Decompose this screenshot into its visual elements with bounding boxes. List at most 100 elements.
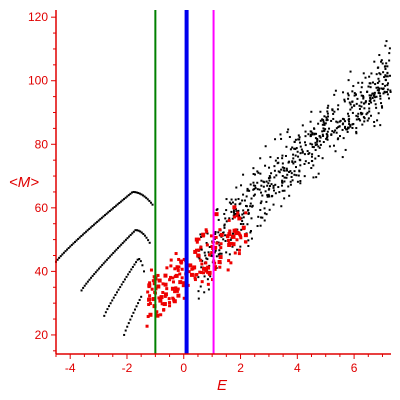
- data-point-red: [147, 303, 151, 307]
- data-point-black: [326, 112, 329, 115]
- data-point-black: [326, 133, 329, 136]
- data-point-black: [368, 82, 371, 85]
- data-point-red: [176, 268, 180, 272]
- data-point-red: [148, 312, 153, 317]
- curve-point: [140, 193, 143, 196]
- curve-point: [124, 238, 127, 241]
- data-point-black: [293, 173, 296, 176]
- data-point-black: [385, 91, 388, 94]
- data-point-black: [230, 198, 233, 201]
- data-point-black: [304, 141, 307, 144]
- data-point-red: [235, 214, 239, 218]
- curve-point: [133, 308, 136, 311]
- data-point-black: [217, 231, 220, 234]
- data-point-black: [310, 160, 313, 163]
- data-point-black: [377, 89, 380, 92]
- data-point-black: [359, 111, 362, 114]
- data-point-black: [342, 122, 345, 125]
- data-point-black: [289, 170, 292, 173]
- data-point-black: [353, 104, 356, 107]
- data-point-black: [247, 244, 250, 247]
- curve-point: [142, 232, 145, 235]
- data-point-red: [243, 240, 247, 244]
- curve-point: [151, 203, 154, 206]
- data-point-black: [231, 217, 234, 220]
- data-point-black: [249, 183, 252, 186]
- data-point-black: [332, 112, 335, 115]
- data-point-black: [348, 120, 351, 123]
- data-point-black: [373, 99, 376, 102]
- data-point-black: [325, 116, 328, 119]
- data-point-red: [232, 205, 237, 210]
- vertical-lines: [154, 10, 215, 354]
- data-point-black: [259, 157, 262, 160]
- data-point-black: [266, 184, 269, 187]
- data-point-red: [163, 273, 168, 278]
- data-point-black: [380, 105, 383, 108]
- data-point-black: [311, 133, 314, 136]
- data-point-black: [341, 128, 344, 131]
- data-point-black: [218, 244, 221, 247]
- data-point-black: [214, 249, 217, 252]
- curve-point: [129, 318, 132, 321]
- data-point-black: [366, 119, 369, 122]
- data-point-black: [297, 155, 300, 158]
- data-point-black: [304, 160, 307, 163]
- curve-point: [146, 198, 149, 201]
- data-point-black: [262, 180, 265, 183]
- curve-point: [145, 236, 148, 239]
- x-tick-label: 6: [351, 361, 358, 375]
- data-point-black: [334, 89, 337, 92]
- data-point-black: [375, 106, 378, 109]
- data-point-black: [380, 60, 383, 63]
- data-point-red: [162, 302, 167, 307]
- data-point-black: [381, 62, 384, 65]
- data-point-black: [380, 102, 383, 105]
- y-axis-title: <M>: [9, 174, 39, 191]
- data-point-black: [322, 120, 325, 123]
- data-point-red: [243, 233, 248, 238]
- data-point-black: [336, 121, 339, 124]
- data-point-black: [225, 209, 228, 212]
- data-point-black: [234, 212, 237, 215]
- curve-point: [110, 208, 113, 211]
- data-point-black: [375, 95, 378, 98]
- data-point-black: [225, 251, 228, 254]
- data-point-black: [286, 173, 289, 176]
- curve-point: [124, 329, 127, 332]
- data-point-black: [347, 94, 350, 97]
- data-point-black: [367, 85, 370, 88]
- data-point-black: [299, 159, 302, 162]
- data-point-red: [209, 234, 213, 238]
- data-point-black: [361, 123, 364, 126]
- data-point-black: [319, 110, 322, 113]
- data-point-black: [300, 148, 303, 151]
- data-point-black: [280, 137, 283, 140]
- curve-point: [130, 268, 133, 271]
- data-point-black: [339, 135, 342, 138]
- data-point-black: [307, 162, 310, 165]
- data-point-black: [199, 233, 202, 236]
- data-point-black: [370, 114, 373, 117]
- data-point-black: [249, 231, 252, 234]
- curve-point: [116, 247, 119, 250]
- curve-point: [109, 255, 112, 258]
- data-point-black: [322, 141, 325, 144]
- data-point-black: [270, 172, 273, 175]
- data-point-black: [349, 70, 352, 73]
- data-point-black: [253, 188, 256, 191]
- data-point-black: [383, 76, 386, 79]
- data-point-black: [314, 141, 317, 144]
- data-point-black: [223, 223, 226, 226]
- data-point-red: [231, 242, 236, 247]
- data-point-black: [378, 87, 381, 90]
- data-point-black: [240, 217, 243, 220]
- data-point-black: [269, 156, 272, 159]
- data-point-black: [252, 188, 255, 191]
- data-point-black: [205, 257, 208, 260]
- data-point-red: [215, 241, 219, 245]
- data-point-red: [207, 253, 211, 257]
- data-point-red: [174, 252, 178, 256]
- data-point-red: [207, 270, 212, 275]
- data-point-black: [246, 189, 249, 192]
